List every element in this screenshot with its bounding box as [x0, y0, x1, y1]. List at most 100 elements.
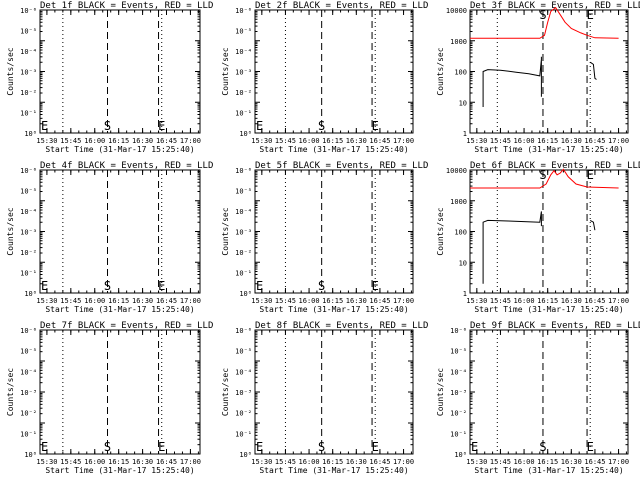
y-tick-label: 10000 — [446, 167, 467, 175]
marker-e: E — [41, 440, 48, 454]
y-tick-label: 10⁻³ — [450, 389, 467, 397]
detector-panel-8: Det 8f BLACK = Events, RED = LLD 10⁰ 10⁻¹ 1… — [221, 321, 428, 475]
x-tick-label: 16:15 — [537, 297, 558, 305]
x-tick-label: 15:30 — [36, 458, 57, 466]
marker-e: E — [158, 440, 165, 454]
x-axis-label: Start Time (31-Mar-17 15:25:40) — [474, 466, 623, 475]
x-tick-label: 17:00 — [180, 137, 201, 145]
y-tick-label: 1 — [463, 130, 467, 138]
detector-panel-6: Det 6f BLACK = Events, RED = LLD 1 10 100 10… — [436, 161, 640, 314]
y-tick-label: 10⁻³ — [235, 389, 252, 397]
x-axis-label: Start Time (31-Mar-17 15:25:40) — [45, 305, 194, 314]
x-axis-label: Start Time (31-Mar-17 15:25:40) — [474, 305, 623, 314]
y-axis-label: Counts/sec — [436, 47, 445, 95]
x-tick-label: 16:45 — [156, 297, 177, 305]
y-tick-label: 1 — [463, 290, 467, 298]
events-series-line — [589, 219, 596, 231]
y-tick-label: 10⁻⁵ — [450, 348, 467, 356]
y-tick-label: 10⁻¹ — [235, 110, 252, 118]
y-tick-label: 1000 — [450, 198, 467, 206]
panel-title: Det 1f BLACK = Events, RED = LLD — [40, 1, 213, 11]
x-tick-label: 16:45 — [156, 458, 177, 466]
x-tick-label: 16:45 — [156, 137, 177, 145]
x-tick-label: 16:45 — [369, 297, 390, 305]
y-tick-label: 10⁻⁶ — [235, 327, 252, 335]
x-tick-label: 15:45 — [490, 297, 511, 305]
x-tick-label: 15:30 — [466, 458, 487, 466]
x-tick-label: 17:00 — [180, 458, 201, 466]
y-tick-label: 10 — [459, 99, 467, 107]
y-tick-label: 10⁻³ — [235, 229, 252, 237]
y-tick-label: 10⁻⁶ — [450, 327, 467, 335]
events-series-line — [589, 61, 597, 80]
marker-s: S — [104, 440, 111, 454]
plot-frame — [254, 9, 414, 134]
panel-title: Det 3f BLACK = Events, RED = LLD — [470, 1, 640, 11]
marker-s: S — [318, 119, 325, 133]
panel-title: Det 7f BLACK = Events, RED = LLD — [40, 321, 213, 331]
y-tick-label: 10⁻³ — [20, 229, 37, 237]
x-tick-label: 17:00 — [393, 137, 414, 145]
marker-e: E — [471, 440, 478, 454]
x-tick-label: 15:45 — [60, 458, 81, 466]
x-tick-label: 16:00 — [84, 458, 105, 466]
lld-series-line — [470, 168, 619, 189]
panel-title: Det 2f BLACK = Events, RED = LLD — [255, 1, 428, 11]
detector-panel-1: Det 1f BLACK = Events, RED = LLD 10⁰ 10⁻¹ 1… — [6, 1, 213, 154]
y-tick-label: 10⁻² — [235, 249, 252, 257]
x-tick-label: 16:15 — [322, 297, 343, 305]
y-tick-label: 10⁻¹ — [235, 430, 252, 438]
x-tick-label: 15:30 — [251, 137, 272, 145]
x-axis-label: Start Time (31-Mar-17 15:25:40) — [259, 466, 408, 475]
x-tick-label: 16:00 — [514, 297, 535, 305]
plot-frame — [469, 9, 629, 134]
x-tick-label: 16:15 — [108, 297, 129, 305]
x-tick-label: 15:30 — [251, 297, 272, 305]
x-tick-label: 17:00 — [608, 297, 629, 305]
marker-s: S — [318, 440, 325, 454]
y-tick-label: 10⁻⁶ — [20, 7, 37, 15]
y-axis-label: Counts/sec — [6, 368, 15, 416]
marker-e: E — [158, 279, 165, 293]
x-tick-label: 16:30 — [561, 297, 582, 305]
x-tick-label: 15:30 — [466, 137, 487, 145]
marker-s: S — [318, 279, 325, 293]
x-tick-label: 15:30 — [466, 297, 487, 305]
y-tick-label: 10⁻¹ — [20, 430, 37, 438]
y-tick-label: 10⁰ — [454, 451, 467, 459]
y-tick-label: 10⁻⁶ — [20, 167, 37, 175]
y-tick-label: 10⁻⁵ — [20, 188, 37, 196]
x-tick-label: 17:00 — [608, 137, 629, 145]
x-tick-label: 16:00 — [299, 137, 320, 145]
x-tick-label: 15:30 — [36, 137, 57, 145]
x-tick-label: 16:15 — [537, 137, 558, 145]
y-tick-label: 10⁻⁶ — [20, 327, 37, 335]
x-tick-label: 17:00 — [393, 458, 414, 466]
y-tick-label: 10⁻⁵ — [235, 188, 252, 196]
x-tick-label: 16:30 — [561, 137, 582, 145]
y-tick-label: 10⁻¹ — [450, 430, 467, 438]
x-tick-label: 16:00 — [514, 458, 535, 466]
y-tick-label: 10⁻⁴ — [20, 208, 37, 216]
x-tick-label: 15:45 — [60, 137, 81, 145]
detector-panel-5: Det 5f BLACK = Events, RED = LLD 10⁰ 10⁻¹ 1… — [221, 161, 428, 314]
y-tick-label: 10⁻⁵ — [235, 348, 252, 356]
y-axis-label: Counts/sec — [436, 207, 445, 255]
y-tick-label: 10⁰ — [239, 130, 252, 138]
y-tick-label: 10⁻² — [20, 410, 37, 418]
x-tick-label: 15:45 — [275, 137, 296, 145]
y-tick-label: 10⁰ — [239, 290, 252, 298]
y-tick-label: 10⁻⁵ — [20, 28, 37, 36]
marker-s: S — [539, 440, 546, 454]
marker-e: E — [41, 279, 48, 293]
y-tick-label: 10⁻² — [20, 249, 37, 257]
panel-title: Det 6f BLACK = Events, RED = LLD — [470, 161, 640, 171]
x-axis-label: Start Time (31-Mar-17 15:25:40) — [45, 145, 194, 154]
y-tick-label: 10⁻³ — [20, 389, 37, 397]
x-tick-label: 15:45 — [490, 458, 511, 466]
marker-e: E — [256, 119, 263, 133]
detector-panel-3: Det 3f BLACK = Events, RED = LLD 1 10 100 10… — [436, 1, 640, 154]
panel-title: Det 5f BLACK = Events, RED = LLD — [255, 161, 428, 171]
